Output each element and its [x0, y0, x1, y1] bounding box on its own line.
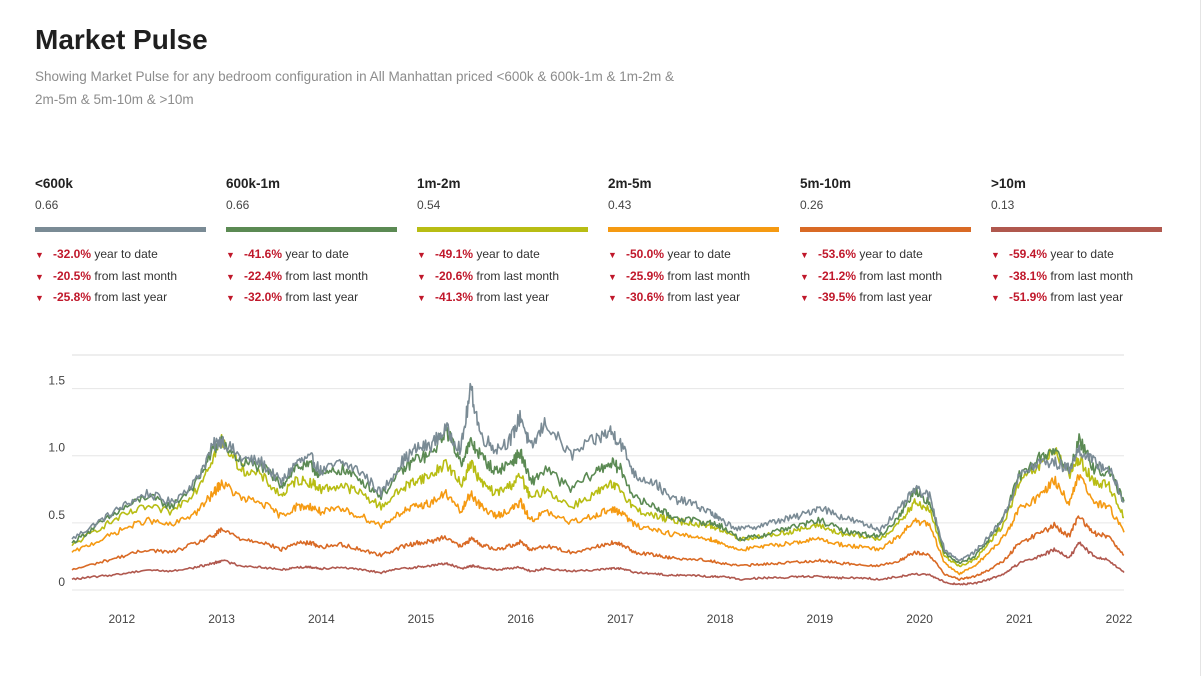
down-arrow-icon: ▼ [991, 250, 1000, 260]
down-arrow-icon: ▼ [991, 293, 1000, 303]
x-tick-label: 2021 [1006, 612, 1033, 626]
x-tick-label: 2022 [1106, 612, 1133, 626]
down-arrow-icon: ▼ [800, 250, 809, 260]
segment-color-bar [35, 227, 206, 232]
series-line-1[interactable] [71, 382, 1125, 562]
segment-name: 5m-10m [800, 176, 852, 191]
series-line-2[interactable] [71, 425, 1125, 565]
down-arrow-icon: ▼ [991, 271, 1000, 282]
stat-mom: ▼ -20.5% from last month [35, 268, 178, 283]
stat-ytd: ▼ -59.4% year to date [991, 247, 1114, 261]
segment-value: 0.54 [417, 198, 441, 212]
segment-name: 600k-1m [226, 176, 281, 191]
segment-card-5m-10m[interactable]: 5m-10m 0.26 ▼ -53.6% year to date ▼ -21.2%… [800, 176, 971, 312]
down-arrow-icon: ▼ [608, 250, 617, 260]
down-arrow-icon: ▼ [35, 250, 44, 260]
x-tick-label: 2018 [707, 612, 734, 626]
window-edge-divider [1200, 0, 1201, 676]
x-tick-label: 2014 [308, 612, 335, 626]
segment-card-2m-5m[interactable]: 2m-5m 0.43 ▼ -50.0% year to date ▼ -25.9% … [608, 176, 779, 312]
segment-color-bar [991, 227, 1162, 232]
page-subtitle: Showing Market Pulse for any bedroom con… [35, 69, 674, 107]
x-tick-label: 2017 [607, 612, 634, 626]
segment-name: 1m-2m [417, 176, 461, 191]
segment-card-1m-2m[interactable]: 1m-2m 0.54 ▼ -49.1% year to date ▼ -20.6% … [417, 176, 588, 312]
segment-card-under-600k[interactable]: <600k 0.66 ▼ -32.0% year to date ▼ -20.5% … [35, 176, 206, 312]
down-arrow-icon: ▼ [35, 293, 44, 303]
stat-yoy: ▼ -30.6% from last year [608, 290, 741, 304]
page-title: Market Pulse [35, 24, 208, 55]
segment-value: 0.43 [608, 198, 632, 212]
stat-ytd: ▼ -53.6% year to date [800, 247, 923, 261]
segment-name: >10m [991, 176, 1026, 191]
segment-card-600k-1m[interactable]: 600k-1m 0.66 ▼ -41.6% year to date ▼ -22.4… [226, 176, 397, 312]
down-arrow-icon: ▼ [608, 271, 617, 282]
y-tick-label: 0 [58, 575, 65, 589]
segment-value: 0.66 [35, 198, 59, 212]
series-line-3[interactable] [71, 434, 1125, 568]
series-line-6[interactable] [71, 541, 1125, 586]
stat-ytd: ▼ -41.6% year to date [226, 247, 349, 261]
down-arrow-icon: ▼ [226, 250, 235, 260]
segment-color-bar [608, 227, 779, 232]
stat-mom: ▼ -38.1% from last month [991, 268, 1134, 283]
segment-color-bar [226, 227, 397, 232]
down-arrow-icon: ▼ [800, 271, 809, 282]
stat-yoy: ▼ -51.9% from last year [991, 290, 1124, 304]
stat-yoy: ▼ -32.0% from last year [226, 290, 359, 304]
x-tick-label: 2015 [408, 612, 435, 626]
segment-value: 0.26 [800, 198, 824, 212]
down-arrow-icon: ▼ [800, 293, 809, 303]
stat-yoy: ▼ -41.3% from last year [417, 290, 550, 304]
segment-value: 0.66 [226, 198, 250, 212]
y-tick-label: 0.5 [48, 508, 65, 522]
segment-name: <600k [35, 176, 73, 191]
y-tick-label: 1.0 [48, 441, 65, 455]
stat-mom: ▼ -21.2% from last month [800, 268, 943, 283]
down-arrow-icon: ▼ [35, 271, 44, 282]
x-tick-label: 2012 [109, 612, 136, 626]
series-line-4[interactable] [71, 474, 1125, 576]
x-tick-label: 2013 [208, 612, 235, 626]
y-tick-label: 1.5 [48, 374, 65, 388]
segment-name: 2m-5m [608, 176, 652, 191]
x-tick-label: 2020 [906, 612, 933, 626]
down-arrow-icon: ▼ [417, 250, 426, 260]
stat-mom: ▼ -25.9% from last month [608, 268, 751, 283]
series-line-5[interactable] [71, 515, 1125, 581]
down-arrow-icon: ▼ [417, 293, 426, 303]
stat-ytd: ▼ -50.0% year to date [608, 247, 731, 261]
stat-mom: ▼ -20.6% from last month [417, 268, 560, 283]
segment-color-bar [800, 227, 971, 232]
x-tick-label: 2016 [507, 612, 534, 626]
down-arrow-icon: ▼ [226, 293, 235, 303]
segment-value: 0.13 [991, 198, 1015, 212]
down-arrow-icon: ▼ [608, 293, 617, 303]
stat-yoy: ▼ -39.5% from last year [800, 290, 933, 304]
down-arrow-icon: ▼ [226, 271, 235, 282]
stat-ytd: ▼ -32.0% year to date [35, 247, 158, 261]
segment-color-bar [417, 227, 588, 232]
stat-yoy: ▼ -25.8% from last year [35, 290, 168, 304]
stat-mom: ▼ -22.4% from last month [226, 268, 369, 283]
segment-card-over-10m[interactable]: >10m 0.13 ▼ -59.4% year to date ▼ -38.1% f… [991, 176, 1162, 312]
x-tick-label: 2019 [807, 612, 834, 626]
stat-ytd: ▼ -49.1% year to date [417, 247, 540, 261]
down-arrow-icon: ▼ [417, 271, 426, 282]
market-pulse-line-chart[interactable]: 0 0.5 1.0 1.5 2012 2013 2014 2015 2016 2017 2018 20… [0, 340, 1202, 640]
